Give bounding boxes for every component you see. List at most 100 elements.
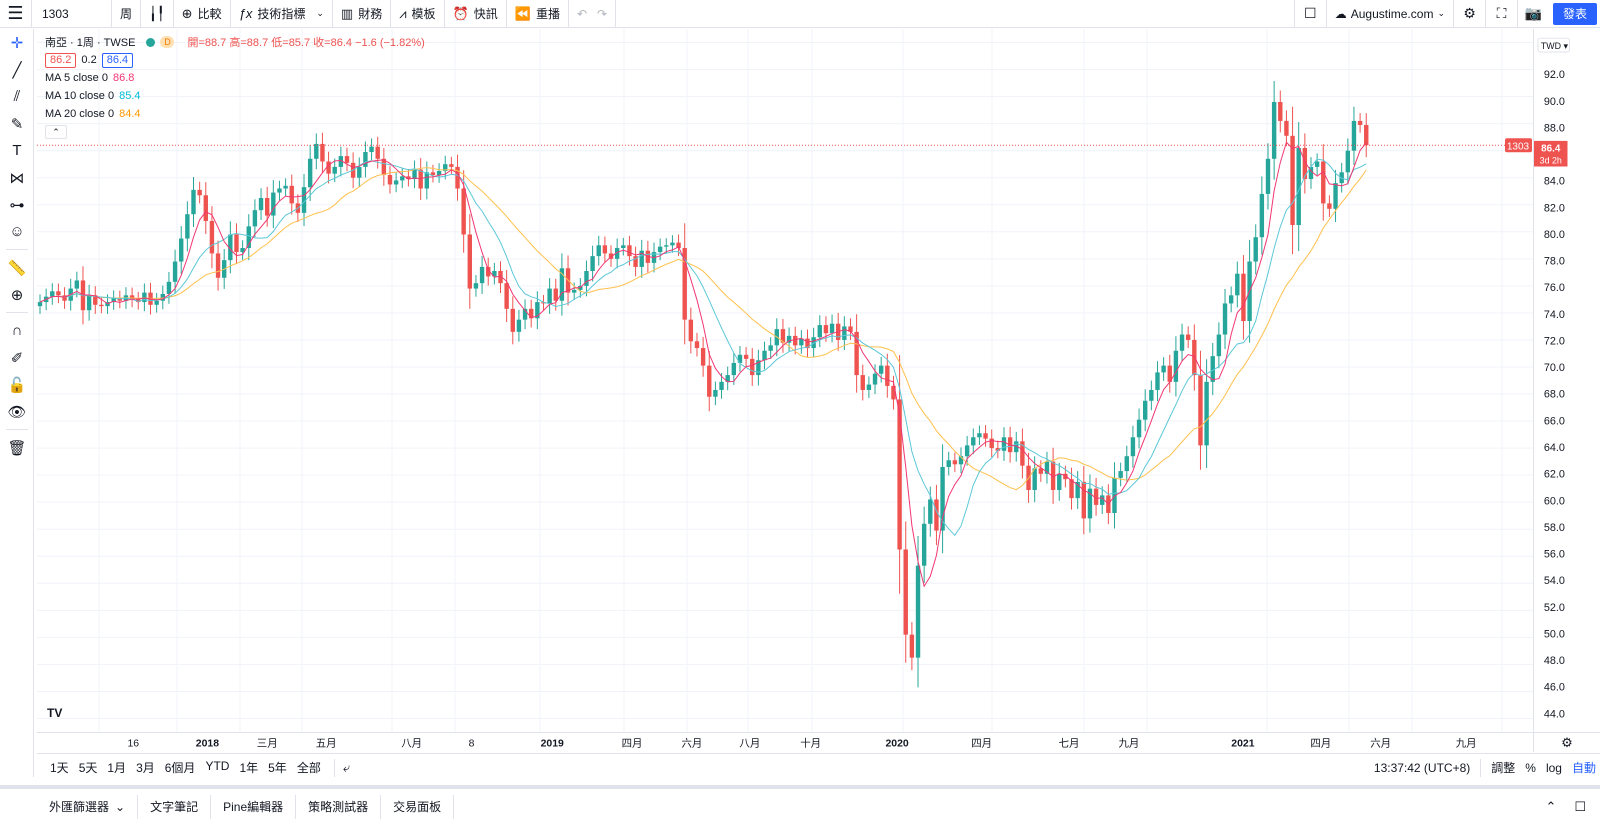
clock-time[interactable]: 13:37:42 (UTC+8): [1373, 760, 1471, 775]
redo-icon[interactable]: ↷: [597, 6, 608, 21]
panel-tab[interactable]: 外匯篩選器 ⌄: [37, 794, 139, 819]
range-button[interactable]: YTD: [205, 759, 230, 773]
candle-body: [608, 253, 614, 259]
symbol-title[interactable]: 南亞 · 1周 · TWSE: [45, 37, 136, 49]
candle-body: [197, 189, 202, 196]
candle-body: [400, 176, 405, 181]
fib-icon[interactable]: ⫽: [13, 88, 21, 105]
candle-body: [56, 291, 61, 296]
auto-scale-button[interactable]: 自動: [1571, 761, 1596, 775]
candle-body: [289, 185, 294, 204]
financials-button[interactable]: ▥ 財務: [333, 0, 392, 28]
settings-gear-icon[interactable]: ⚙: [1452, 0, 1485, 28]
candle-body: [160, 293, 165, 301]
zoom-in-icon[interactable]: ⊕: [10, 286, 24, 304]
adjust-button[interactable]: 調整: [1491, 761, 1516, 775]
ma10-row[interactable]: MA 10 close 0 85.4: [45, 87, 425, 105]
candle: [185, 201, 190, 252]
candle-body: [529, 308, 534, 319]
forecast-icon[interactable]: ⊶: [9, 196, 25, 214]
candle-body: [522, 308, 528, 320]
range-button[interactable]: 3月: [136, 761, 155, 775]
candle-body: [621, 245, 626, 249]
range-button[interactable]: 全部: [296, 761, 321, 775]
price-label: 92.0: [1544, 69, 1565, 81]
chevron-down-icon[interactable]: ⌄: [316, 8, 324, 18]
percent-button[interactable]: %: [1525, 760, 1536, 775]
templates-button[interactable]: ⩘ 模板: [391, 0, 445, 28]
layout-square-icon[interactable]: ☐: [1293, 0, 1326, 28]
candle: [860, 364, 865, 401]
candle: [1235, 261, 1240, 308]
eye-icon[interactable]: 👁: [7, 403, 27, 421]
symbol-row: 南亞 · 1周 · TWSE D 開=88.7 高=88.7 低=85.7 收=…: [45, 33, 425, 51]
sell-price[interactable]: 86.2: [45, 52, 77, 68]
chart-type-button[interactable]: ╽╿: [141, 0, 174, 28]
goto-date-icon[interactable]: ⤶: [342, 759, 351, 775]
candle-body: [1014, 441, 1019, 453]
interval-button[interactable]: 周: [112, 0, 142, 28]
range-button[interactable]: 5天: [78, 761, 98, 775]
candle-body: [1241, 273, 1246, 322]
ruler-icon[interactable]: 📏: [7, 259, 27, 277]
panel-tab[interactable]: Pine編輯器: [211, 794, 297, 819]
collapse-legend-icon[interactable]: ⌃: [45, 125, 67, 139]
publish-button[interactable]: 發表: [1552, 2, 1597, 25]
time-label: 九月: [1456, 737, 1477, 749]
symbol-search-input[interactable]: 1303: [32, 0, 112, 28]
magnet-icon[interactable]: ∩: [11, 322, 23, 339]
candle: [209, 206, 215, 269]
range-button[interactable]: 6個月: [164, 761, 196, 775]
trend-line-icon[interactable]: ╱: [12, 61, 22, 79]
price-axis[interactable]: 94.092.090.088.086.084.082.080.078.076.0…: [1533, 29, 1600, 732]
replay-button[interactable]: ⏪ 重播: [507, 0, 569, 28]
emoji-icon[interactable]: ☺: [9, 223, 25, 240]
price-label: 48.0: [1544, 655, 1565, 667]
candle-body: [878, 365, 884, 374]
time-axis[interactable]: 16 2018 三月 五月 八月 8 2019 四月 六月 八月 十月 2020 四月 七月 九月 2021 四…: [37, 732, 1533, 752]
candle: [1290, 106, 1295, 255]
lock-drawings-icon[interactable]: ✐: [10, 349, 24, 367]
ma5-row[interactable]: MA 5 close 0 86.8: [45, 69, 425, 87]
panel-tab[interactable]: 策略測試器: [296, 794, 382, 819]
range-button[interactable]: 1天: [50, 761, 69, 775]
compare-button[interactable]: ⊕ 比較: [174, 0, 231, 28]
candle: [449, 156, 454, 175]
chart-settings-gear-icon[interactable]: ⚙: [1533, 732, 1600, 752]
candle: [1357, 113, 1363, 133]
camera-icon[interactable]: 📷: [1516, 0, 1549, 28]
candle-body: [1314, 161, 1320, 167]
pattern-icon[interactable]: ⋈: [9, 169, 25, 187]
log-button[interactable]: log: [1545, 760, 1562, 775]
text-icon[interactable]: T: [12, 142, 22, 159]
range-button[interactable]: 5年: [268, 761, 287, 775]
panel-tab[interactable]: 文字筆記: [138, 794, 212, 819]
candle-body: [811, 337, 816, 349]
brush-icon[interactable]: ✎: [10, 115, 24, 133]
menu-icon[interactable]: ☰: [0, 0, 32, 28]
alert-button[interactable]: ⏰ 快訊: [445, 0, 507, 28]
tradingview-logo[interactable]: TV: [47, 706, 63, 720]
crosshair-icon[interactable]: ✛: [10, 34, 24, 52]
candle: [1259, 176, 1265, 255]
lock-icon[interactable]: 🔓: [7, 376, 27, 394]
chevron-down-icon[interactable]: ⌄: [115, 799, 126, 814]
indicators-button[interactable]: ƒx 技術指標 ⌄: [231, 0, 333, 28]
range-button[interactable]: 1年: [239, 761, 259, 775]
range-button[interactable]: 1月: [107, 761, 127, 775]
maximize-panel-icon[interactable]: ☐: [1574, 798, 1586, 814]
buy-price[interactable]: 86.4: [101, 52, 134, 68]
chevron-up-icon[interactable]: ⌃: [1545, 798, 1557, 814]
candle: [1057, 462, 1062, 501]
candle-body: [571, 289, 577, 293]
candle-body: [215, 253, 221, 278]
panel-tab[interactable]: 交易面板: [381, 794, 455, 819]
fullscreen-icon[interactable]: ⛶: [1484, 0, 1517, 28]
undo-icon[interactable]: ↶: [576, 6, 588, 21]
candle: [854, 314, 859, 393]
account-menu[interactable]: ☁ Augustime.com ⌄: [1325, 0, 1453, 28]
candle-body: [1130, 437, 1136, 457]
price-chart[interactable]: 1303: [37, 29, 1533, 732]
ma20-row[interactable]: MA 20 close 0 84.4: [45, 105, 425, 123]
trash-icon[interactable]: 🗑: [7, 439, 27, 457]
